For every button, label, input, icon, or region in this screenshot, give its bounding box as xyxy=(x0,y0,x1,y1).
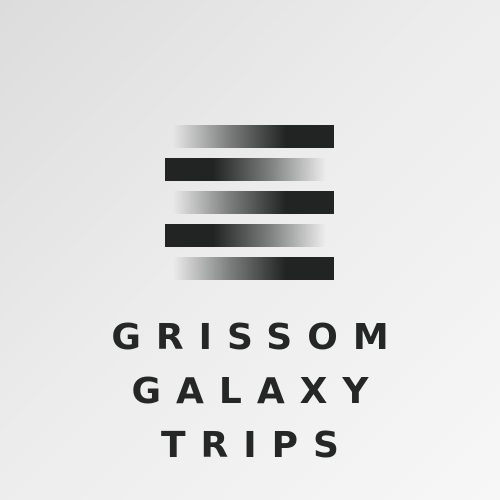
logo-bar-3 xyxy=(173,191,334,214)
logo-mark xyxy=(165,125,335,281)
logo-title-line-3: TRIPS xyxy=(161,425,354,466)
logo-bar-2 xyxy=(165,158,326,181)
logo-title-line-2: GALAXY xyxy=(131,371,384,412)
logo-bar-1 xyxy=(173,125,334,148)
logo-bar-5 xyxy=(173,257,334,280)
logo-title-line-1: GRISSOM xyxy=(111,317,404,358)
logo-bar-4 xyxy=(165,224,326,247)
